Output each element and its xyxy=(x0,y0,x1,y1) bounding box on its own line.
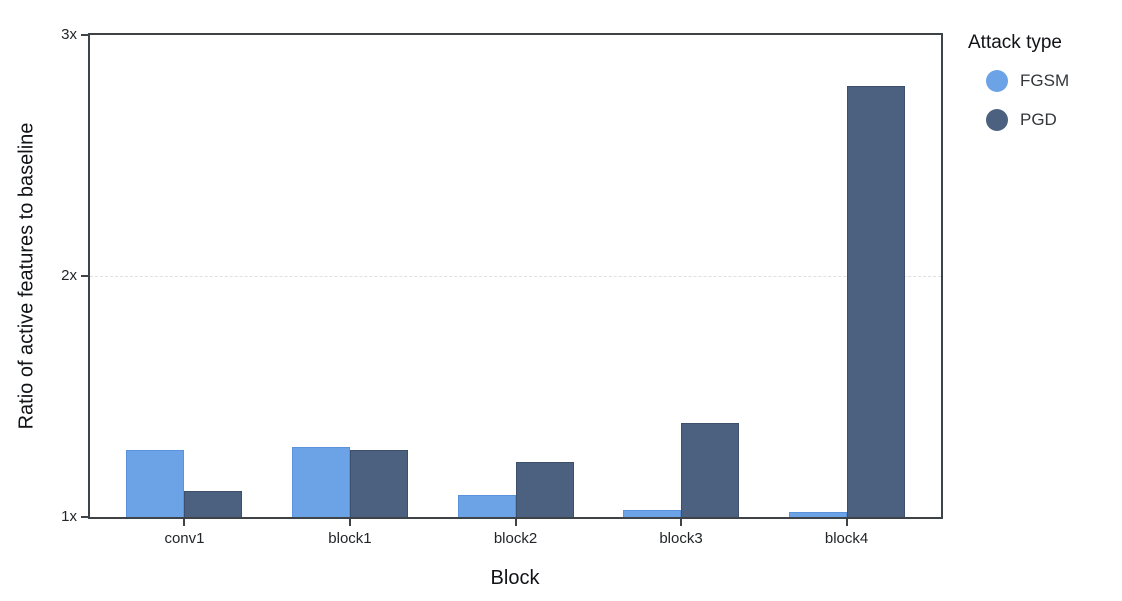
y-tick-label: 2x xyxy=(61,267,77,284)
x-tick-label-block4: block4 xyxy=(824,530,869,547)
x-tick-label-conv1: conv1 xyxy=(164,530,205,547)
bar-fgsm-block4 xyxy=(788,512,847,517)
y-tick-label: 3x xyxy=(61,26,77,43)
legend-item-fgsm: FGSM xyxy=(968,70,1069,92)
x-tick-mark xyxy=(680,519,683,526)
bar-fgsm-block1 xyxy=(291,447,350,517)
x-tick-label-block3: block3 xyxy=(659,530,703,547)
legend-item-label: PGD xyxy=(1020,110,1057,129)
bar-pgd-block4 xyxy=(846,85,905,517)
gridline-2x xyxy=(90,276,941,277)
bar-pgd-block1 xyxy=(349,449,408,517)
y-tick-mark xyxy=(81,34,88,36)
legend-item-pgd: PGD xyxy=(968,109,1069,131)
bar-pgd-block2 xyxy=(515,461,574,517)
legend-item-label: FGSM xyxy=(1020,71,1070,90)
fgsm-swatch-icon xyxy=(986,70,1008,92)
pgd-swatch-icon xyxy=(986,109,1008,131)
bar-fgsm-block2 xyxy=(457,495,516,517)
plot-inner xyxy=(90,35,941,517)
bar-fgsm-conv1 xyxy=(126,449,185,517)
x-tick-mark xyxy=(845,519,848,526)
x-tick-mark xyxy=(348,519,351,526)
bar-pgd-conv1 xyxy=(184,490,243,517)
legend-title: Attack type xyxy=(968,32,1062,53)
plot-area xyxy=(88,33,943,519)
x-axis-label: Block xyxy=(490,567,540,589)
x-tick-label-block1: block1 xyxy=(328,530,372,547)
bar-pgd-block3 xyxy=(681,423,740,517)
y-tick-mark xyxy=(81,516,88,518)
x-tick-mark xyxy=(183,519,186,526)
y-axis-label: Ratio of active features to baseline xyxy=(15,122,38,430)
bar-fgsm-block3 xyxy=(623,509,682,517)
x-tick-mark xyxy=(514,519,517,526)
y-tick-mark xyxy=(81,275,88,277)
y-tick-label: 1x xyxy=(61,508,77,525)
x-tick-label-block2: block2 xyxy=(493,530,538,547)
legend: Attack type FGSM PGD xyxy=(968,32,1069,148)
